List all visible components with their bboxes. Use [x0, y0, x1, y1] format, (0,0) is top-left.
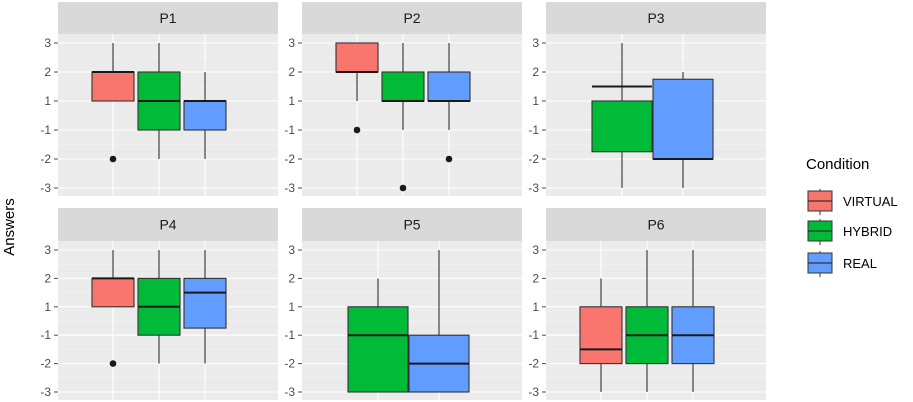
- box-hybrid: [137, 43, 181, 159]
- box-virtual: [91, 250, 135, 367]
- y-tick-label: -2: [40, 152, 51, 166]
- strip-title: P1: [159, 10, 176, 26]
- y-tick-label: 3: [44, 243, 51, 257]
- panel-p6: P6 3 2 1 -1 -2 -3: [528, 208, 766, 400]
- box-virtual: [91, 43, 135, 163]
- outlier-point: [353, 126, 361, 134]
- legend-label-hybrid: HYBRID: [843, 224, 892, 239]
- y-tick-label: -1: [284, 328, 295, 342]
- box-body: [183, 277, 227, 329]
- strip-title: P6: [647, 217, 664, 233]
- box-body: [91, 71, 135, 102]
- y-tick-label: 3: [44, 36, 51, 50]
- y-tick-label: -1: [40, 328, 51, 342]
- strip-background: [546, 208, 766, 241]
- y-tick-label: 1: [44, 300, 51, 314]
- strip-background: [58, 2, 278, 34]
- box-hybrid: [137, 250, 181, 364]
- box-body: [381, 71, 425, 102]
- panel-p1: P1 3 2 1 -1 -2 -3: [40, 2, 278, 196]
- y-tick-label: 2: [44, 271, 51, 285]
- y-tick-label: 3: [532, 36, 539, 50]
- y-tick-label: -2: [528, 357, 539, 371]
- strip-background: [546, 2, 766, 34]
- strip-title: P3: [647, 10, 664, 26]
- y-tick-label: 3: [288, 243, 295, 257]
- legend-title: Condition: [806, 156, 869, 173]
- panel-background: [302, 34, 522, 196]
- strip-background: [302, 208, 522, 241]
- outlier-point: [109, 360, 117, 367]
- legend: Condition VIRTUAL HYBRID REAL: [806, 156, 898, 277]
- legend-entry-hybrid: HYBRID: [807, 219, 892, 245]
- box-real: [408, 250, 470, 393]
- outlier-point: [109, 155, 117, 163]
- y-tick-label: -2: [284, 357, 295, 371]
- box-body: [347, 306, 409, 393]
- strip-background: [302, 2, 522, 34]
- box-body: [91, 277, 135, 308]
- box-real: [671, 250, 715, 392]
- outlier-point: [399, 184, 407, 192]
- y-tick-label: -1: [528, 123, 539, 137]
- box-real: [427, 43, 471, 163]
- box-body: [652, 78, 714, 160]
- y-tick-label: 3: [288, 36, 295, 50]
- panel-p4: P4 3 2 1 -1 -2 -3: [40, 208, 278, 400]
- box-body: [183, 100, 227, 131]
- box-hybrid: [625, 250, 669, 392]
- box-body: [335, 42, 379, 73]
- box-body: [591, 100, 653, 153]
- y-tick-label: 2: [44, 65, 51, 79]
- y-tick-label: 2: [532, 271, 539, 285]
- strip-title: P5: [403, 217, 420, 233]
- y-tick-label: -2: [40, 357, 51, 371]
- y-tick-label: 2: [288, 65, 295, 79]
- panel-p5: P5 3 2 1 -1 -2 -3: [284, 208, 522, 400]
- box-real: [183, 72, 227, 159]
- y-tick-label: -3: [528, 385, 539, 399]
- y-tick-label: -3: [40, 181, 51, 195]
- y-tick-label: 2: [288, 271, 295, 285]
- panels: P1 3 2 1 -1 -2 -3 P2 3 2 1 -1 -2 -3 P3 3 2 1 -1 -2 -3 P4 3 2 1 -1…: [40, 2, 766, 400]
- y-tick-label: 1: [532, 94, 539, 108]
- legend-entry-virtual: VIRTUAL: [807, 189, 898, 215]
- y-tick-label: -3: [284, 385, 295, 399]
- box-real: [652, 72, 714, 188]
- y-tick-label: 1: [288, 94, 295, 108]
- y-tick-label: -3: [528, 181, 539, 195]
- box-hybrid: [347, 278, 409, 393]
- box-virtual: [335, 42, 379, 134]
- y-tick-label: 1: [532, 300, 539, 314]
- box-body: [427, 71, 471, 102]
- legend-label-virtual: VIRTUAL: [843, 194, 898, 209]
- outlier-point: [445, 155, 453, 163]
- box-virtual: [579, 278, 623, 392]
- box-hybrid: [381, 43, 425, 192]
- legend-entry-real: REAL: [807, 251, 877, 277]
- y-axis-title: Answers: [1, 198, 18, 256]
- box-real: [183, 250, 227, 364]
- y-tick-label: -3: [40, 385, 51, 399]
- y-tick-label: 1: [288, 300, 295, 314]
- y-tick-label: -2: [528, 152, 539, 166]
- y-tick-label: 2: [532, 65, 539, 79]
- y-tick-label: -2: [284, 152, 295, 166]
- y-tick-label: -1: [528, 328, 539, 342]
- y-tick-label: 3: [532, 243, 539, 257]
- y-tick-label: -1: [284, 123, 295, 137]
- strip-background: [58, 208, 278, 241]
- box-body: [579, 306, 623, 365]
- y-tick-label: -3: [284, 181, 295, 195]
- panel-p3: P3 3 2 1 -1 -2 -3: [528, 2, 766, 196]
- strip-title: P2: [403, 10, 420, 26]
- strip-title: P4: [159, 217, 176, 233]
- panel-p2: P2 3 2 1 -1 -2 -3: [284, 2, 522, 196]
- legend-label-real: REAL: [843, 256, 877, 271]
- box-hybrid: [591, 43, 653, 188]
- y-tick-label: -1: [40, 123, 51, 137]
- y-tick-label: 1: [44, 94, 51, 108]
